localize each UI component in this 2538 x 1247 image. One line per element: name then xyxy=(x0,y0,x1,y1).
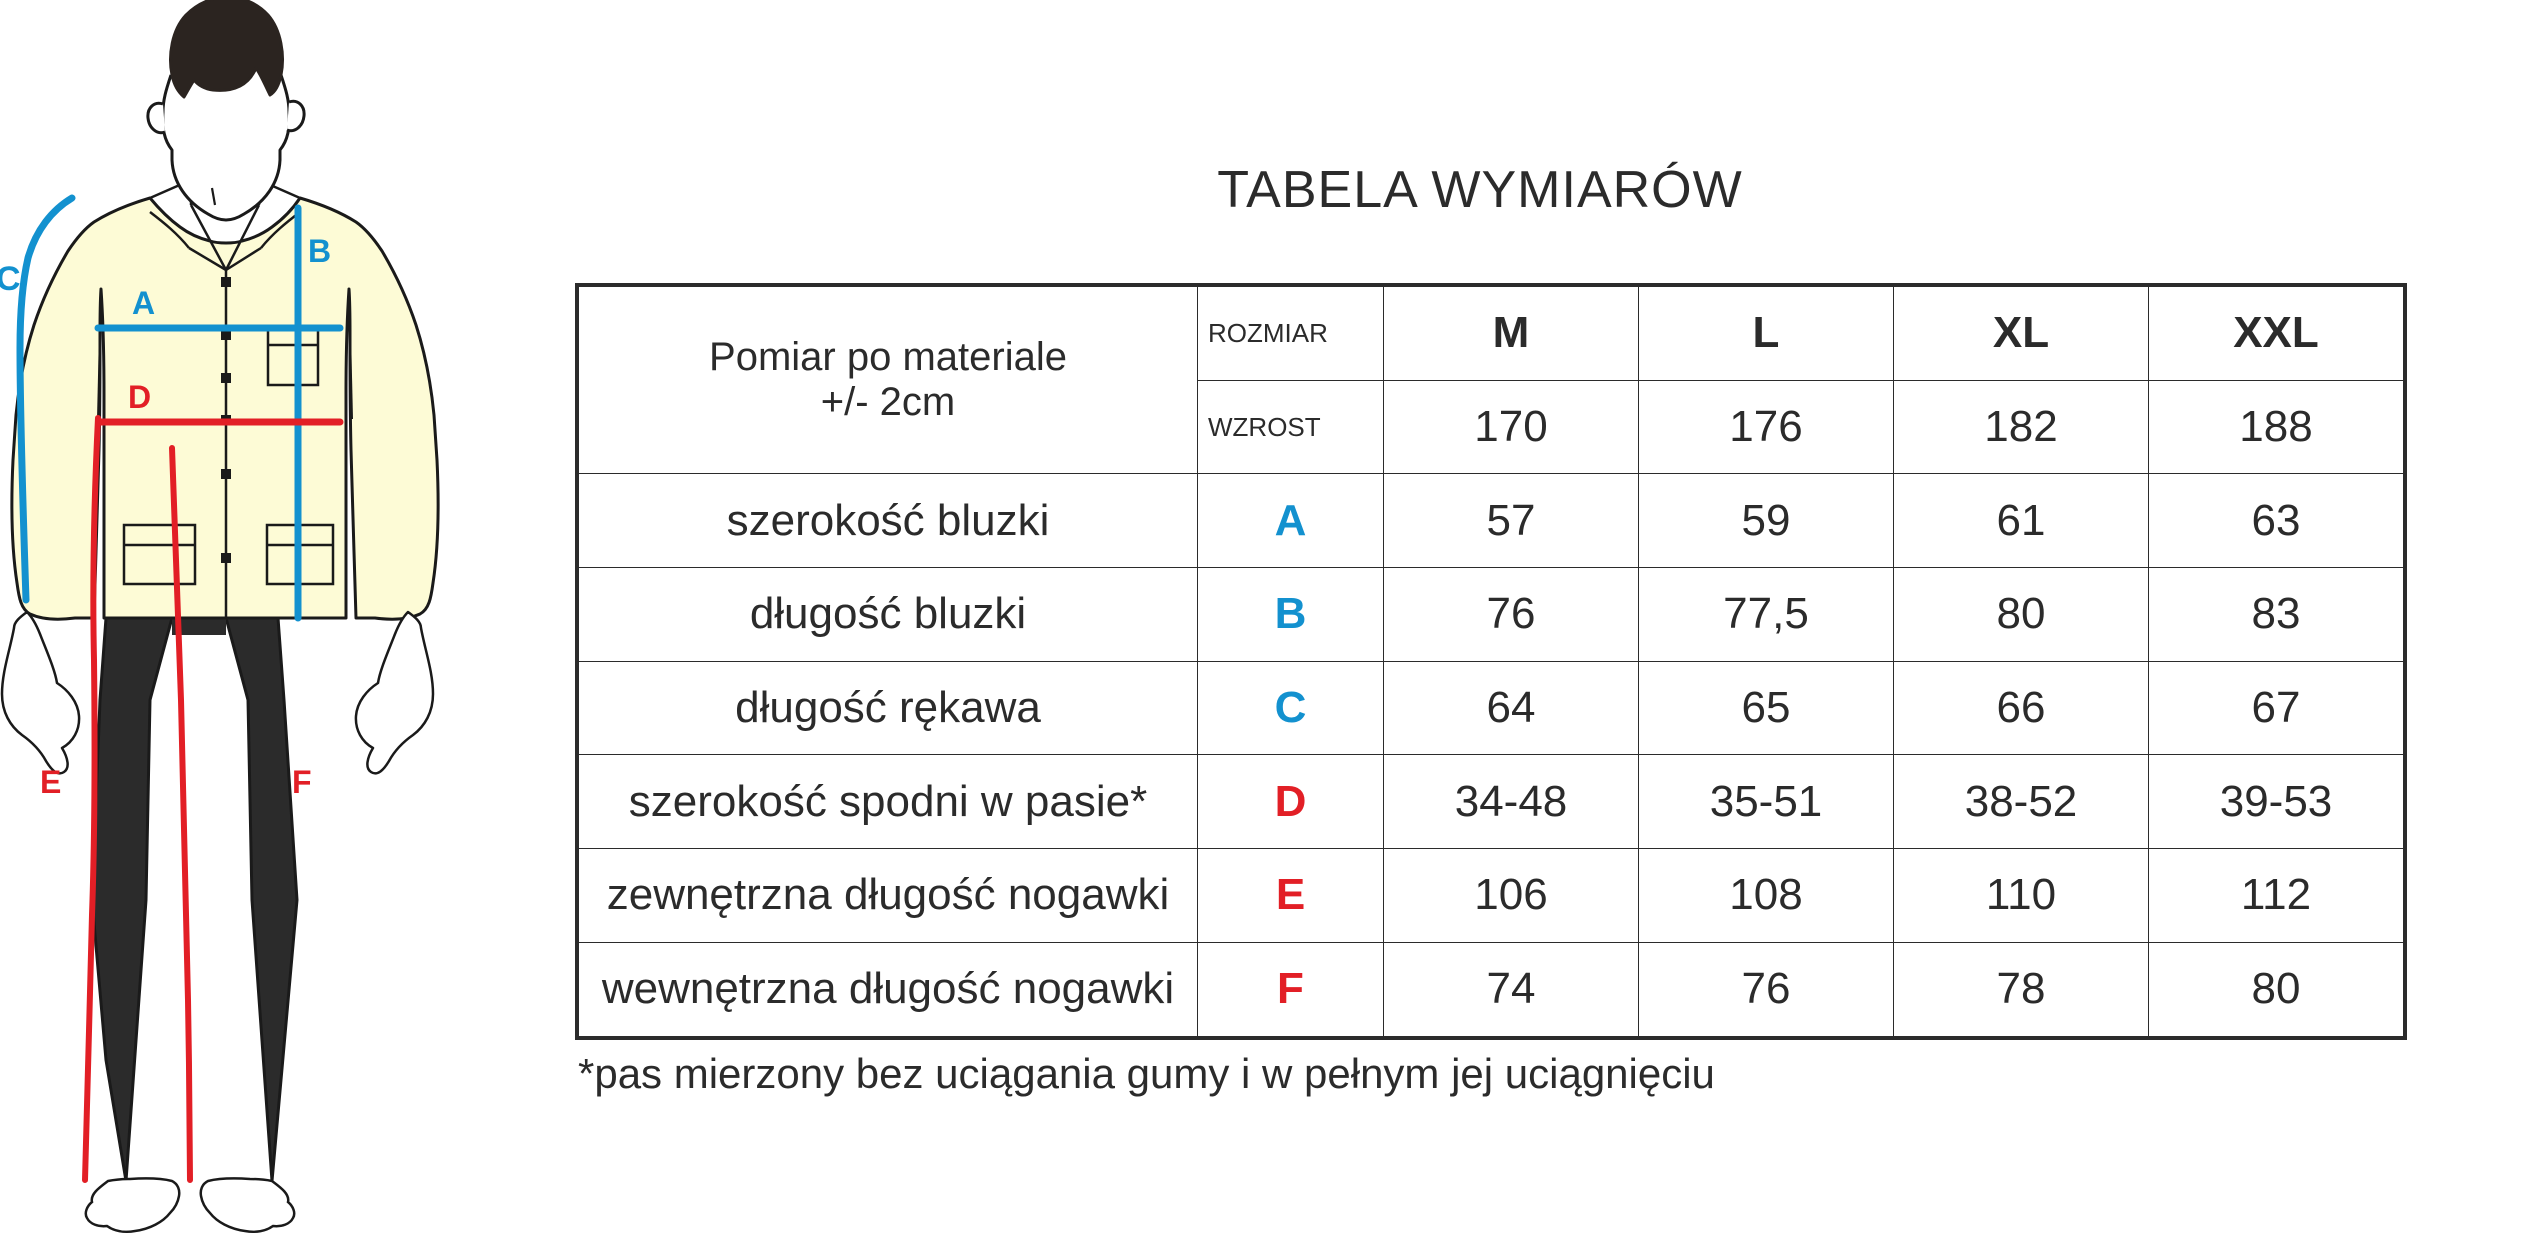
svg-text:C: C xyxy=(0,260,21,298)
svg-text:F: F xyxy=(292,764,312,800)
svg-text:A: A xyxy=(132,285,155,321)
svg-text:E: E xyxy=(40,764,61,800)
svg-text:D: D xyxy=(128,379,151,415)
svg-text:B: B xyxy=(308,233,331,269)
